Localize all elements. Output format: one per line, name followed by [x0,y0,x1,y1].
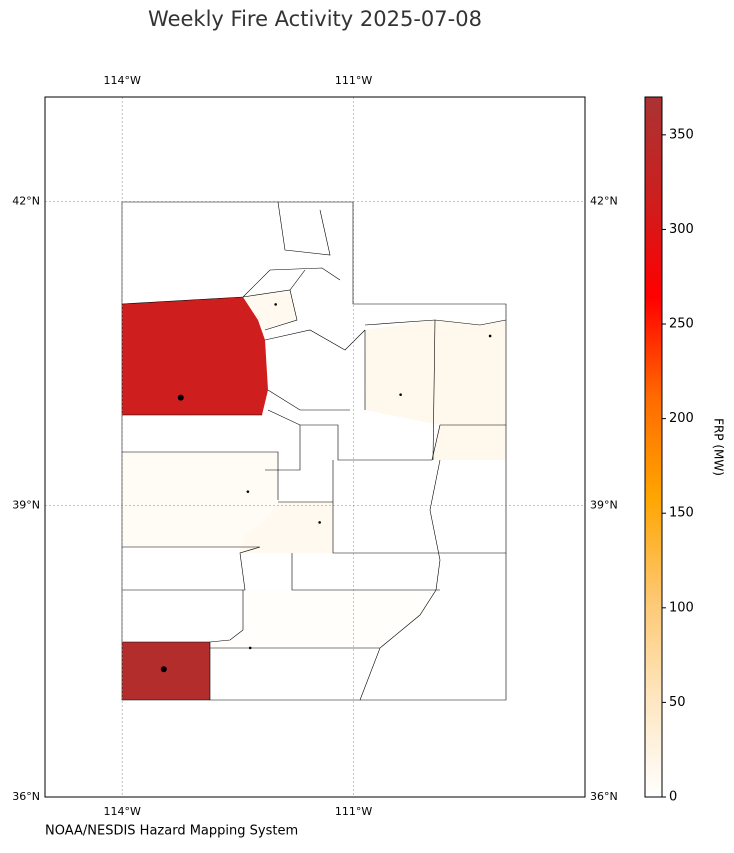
colorbar-tick-label: 100 [669,600,694,615]
region [243,290,297,330]
fire-point [318,521,321,524]
x-tick-label: 114°W [103,805,140,818]
fire-points [160,303,492,673]
fire-point [488,334,492,338]
y-tick-label: 39°N [590,499,618,512]
region [122,297,268,415]
colorbar-tick-label: 300 [669,222,694,237]
map-title: Weekly Fire Activity 2025-07-08 [148,7,482,31]
colorbar-tick-label: 150 [669,506,694,521]
map-frame [44,96,586,798]
y-tick-label: 39°N [12,499,40,512]
y-tick-label: 42°N [12,195,40,208]
y-tick-label: 36°N [12,790,40,803]
x-tick-label: 111°W [335,74,372,87]
colorbar [644,96,663,798]
fire-point [246,490,250,493]
fire-point [248,646,252,650]
y-tick-label: 36°N [590,790,618,803]
fire-point [274,303,277,306]
colorbar-label: FRP (MW) [712,418,726,476]
colorbar-tick-label: 250 [669,317,694,332]
colorbar-tick-label: 350 [669,127,694,142]
colorbar-tick-label: 0 [669,790,677,805]
colorbar-tick-label: 50 [669,695,686,710]
source-note: NOAA/NESDIS Hazard Mapping System [45,824,298,839]
fire-point [160,666,167,673]
region [240,502,333,553]
x-tick-label: 114°W [103,74,140,87]
y-tick-label: 42°N [590,195,618,208]
fire-point [177,394,184,401]
region [210,590,440,648]
x-tick-label: 111°W [335,805,372,818]
fire-point [399,393,402,396]
region [122,452,278,547]
regions [122,290,506,700]
county-borders [121,201,507,701]
colorbar-tick-label: 200 [669,411,694,426]
